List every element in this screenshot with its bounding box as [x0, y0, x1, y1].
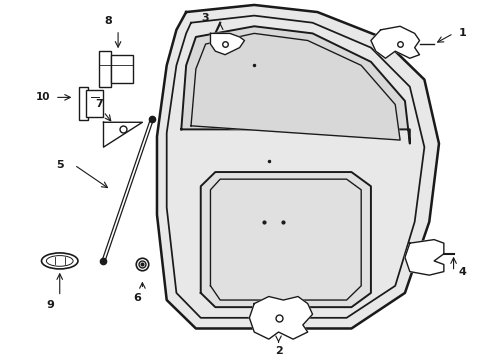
Text: 1: 1 [458, 28, 465, 39]
Polygon shape [404, 240, 443, 275]
Text: 10: 10 [36, 93, 50, 102]
Polygon shape [201, 172, 370, 307]
Bar [79, 87, 88, 121]
Text: 9: 9 [46, 300, 54, 310]
Polygon shape [191, 33, 399, 140]
Polygon shape [103, 122, 142, 147]
Text: 6: 6 [133, 293, 141, 303]
Polygon shape [181, 26, 409, 144]
Text: 7: 7 [95, 99, 102, 109]
Polygon shape [166, 15, 424, 318]
Polygon shape [210, 179, 361, 300]
Polygon shape [157, 5, 438, 328]
Text: 5: 5 [56, 160, 63, 170]
Ellipse shape [41, 253, 78, 269]
Bar [99, 51, 111, 87]
Polygon shape [370, 26, 419, 58]
Polygon shape [249, 297, 312, 339]
Bar [111, 55, 132, 83]
Ellipse shape [46, 256, 73, 266]
Text: 2: 2 [274, 346, 282, 356]
Text: 3: 3 [202, 13, 209, 23]
Bar [86, 90, 103, 117]
Polygon shape [210, 33, 244, 55]
Text: 4: 4 [458, 267, 466, 276]
Text: 8: 8 [104, 16, 112, 26]
